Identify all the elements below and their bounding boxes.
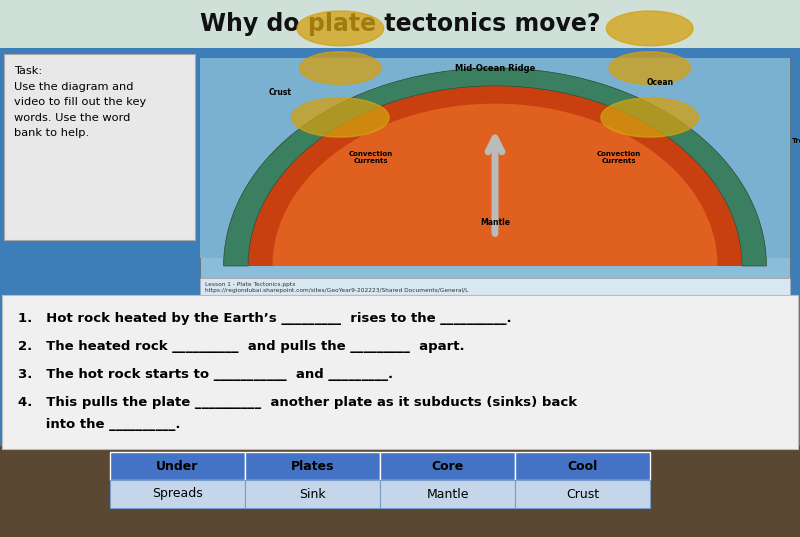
Text: Sink: Sink <box>299 488 326 500</box>
Polygon shape <box>292 98 389 137</box>
FancyBboxPatch shape <box>4 54 195 240</box>
FancyBboxPatch shape <box>0 0 800 48</box>
Text: Under: Under <box>156 460 198 473</box>
Polygon shape <box>223 68 766 266</box>
Polygon shape <box>601 98 698 137</box>
Text: Crust: Crust <box>269 88 291 97</box>
Text: Convection
Currents: Convection Currents <box>349 150 393 164</box>
Text: Mantle: Mantle <box>480 218 510 227</box>
Text: Task:
Use the diagram and
video to fill out the key
words. Use the word
bank to : Task: Use the diagram and video to fill … <box>14 66 146 139</box>
FancyBboxPatch shape <box>380 452 515 480</box>
FancyBboxPatch shape <box>2 295 798 449</box>
Text: Trench: Trench <box>792 138 800 144</box>
Text: Spreads: Spreads <box>152 488 203 500</box>
Polygon shape <box>297 11 384 46</box>
Polygon shape <box>609 52 690 84</box>
FancyBboxPatch shape <box>515 480 650 508</box>
Text: Plates: Plates <box>290 460 334 473</box>
Text: 2.   The heated rock __________  and pulls the _________  apart.: 2. The heated rock __________ and pulls … <box>18 340 465 353</box>
FancyBboxPatch shape <box>245 452 380 480</box>
Text: Ocean: Ocean <box>646 78 674 87</box>
Text: 1.   Hot rock heated by the Earth’s _________  rises to the __________.: 1. Hot rock heated by the Earth’s ______… <box>18 312 512 325</box>
FancyBboxPatch shape <box>110 452 245 480</box>
FancyBboxPatch shape <box>200 58 790 278</box>
Text: 4.   This pulls the plate __________  another plate as it subducts (sinks) back: 4. This pulls the plate __________ anoth… <box>18 396 577 409</box>
FancyBboxPatch shape <box>110 480 245 508</box>
Polygon shape <box>300 52 381 84</box>
FancyBboxPatch shape <box>380 480 515 508</box>
Text: Mantle: Mantle <box>426 488 469 500</box>
Text: Convection
Currents: Convection Currents <box>597 150 641 164</box>
FancyBboxPatch shape <box>200 58 790 258</box>
Text: 3.   The hot rock starts to ___________  and _________.: 3. The hot rock starts to ___________ an… <box>18 368 393 381</box>
Text: Mid-Ocean Ridge: Mid-Ocean Ridge <box>455 64 535 73</box>
Text: Lesson 1 - Plate Tectonics.pptx
https://regiondubai.sharepoint.com/sites/GeoYear: Lesson 1 - Plate Tectonics.pptx https://… <box>205 282 468 293</box>
Text: Crust: Crust <box>566 488 599 500</box>
Polygon shape <box>606 11 693 46</box>
FancyBboxPatch shape <box>0 446 800 537</box>
Polygon shape <box>223 68 766 266</box>
Text: Cool: Cool <box>567 460 598 473</box>
FancyBboxPatch shape <box>515 452 650 480</box>
Text: Core: Core <box>431 460 464 473</box>
Text: into the __________.: into the __________. <box>18 418 181 431</box>
Polygon shape <box>273 104 718 266</box>
Text: Why do plate tectonics move?: Why do plate tectonics move? <box>200 12 600 36</box>
FancyBboxPatch shape <box>200 278 790 306</box>
FancyBboxPatch shape <box>245 480 380 508</box>
